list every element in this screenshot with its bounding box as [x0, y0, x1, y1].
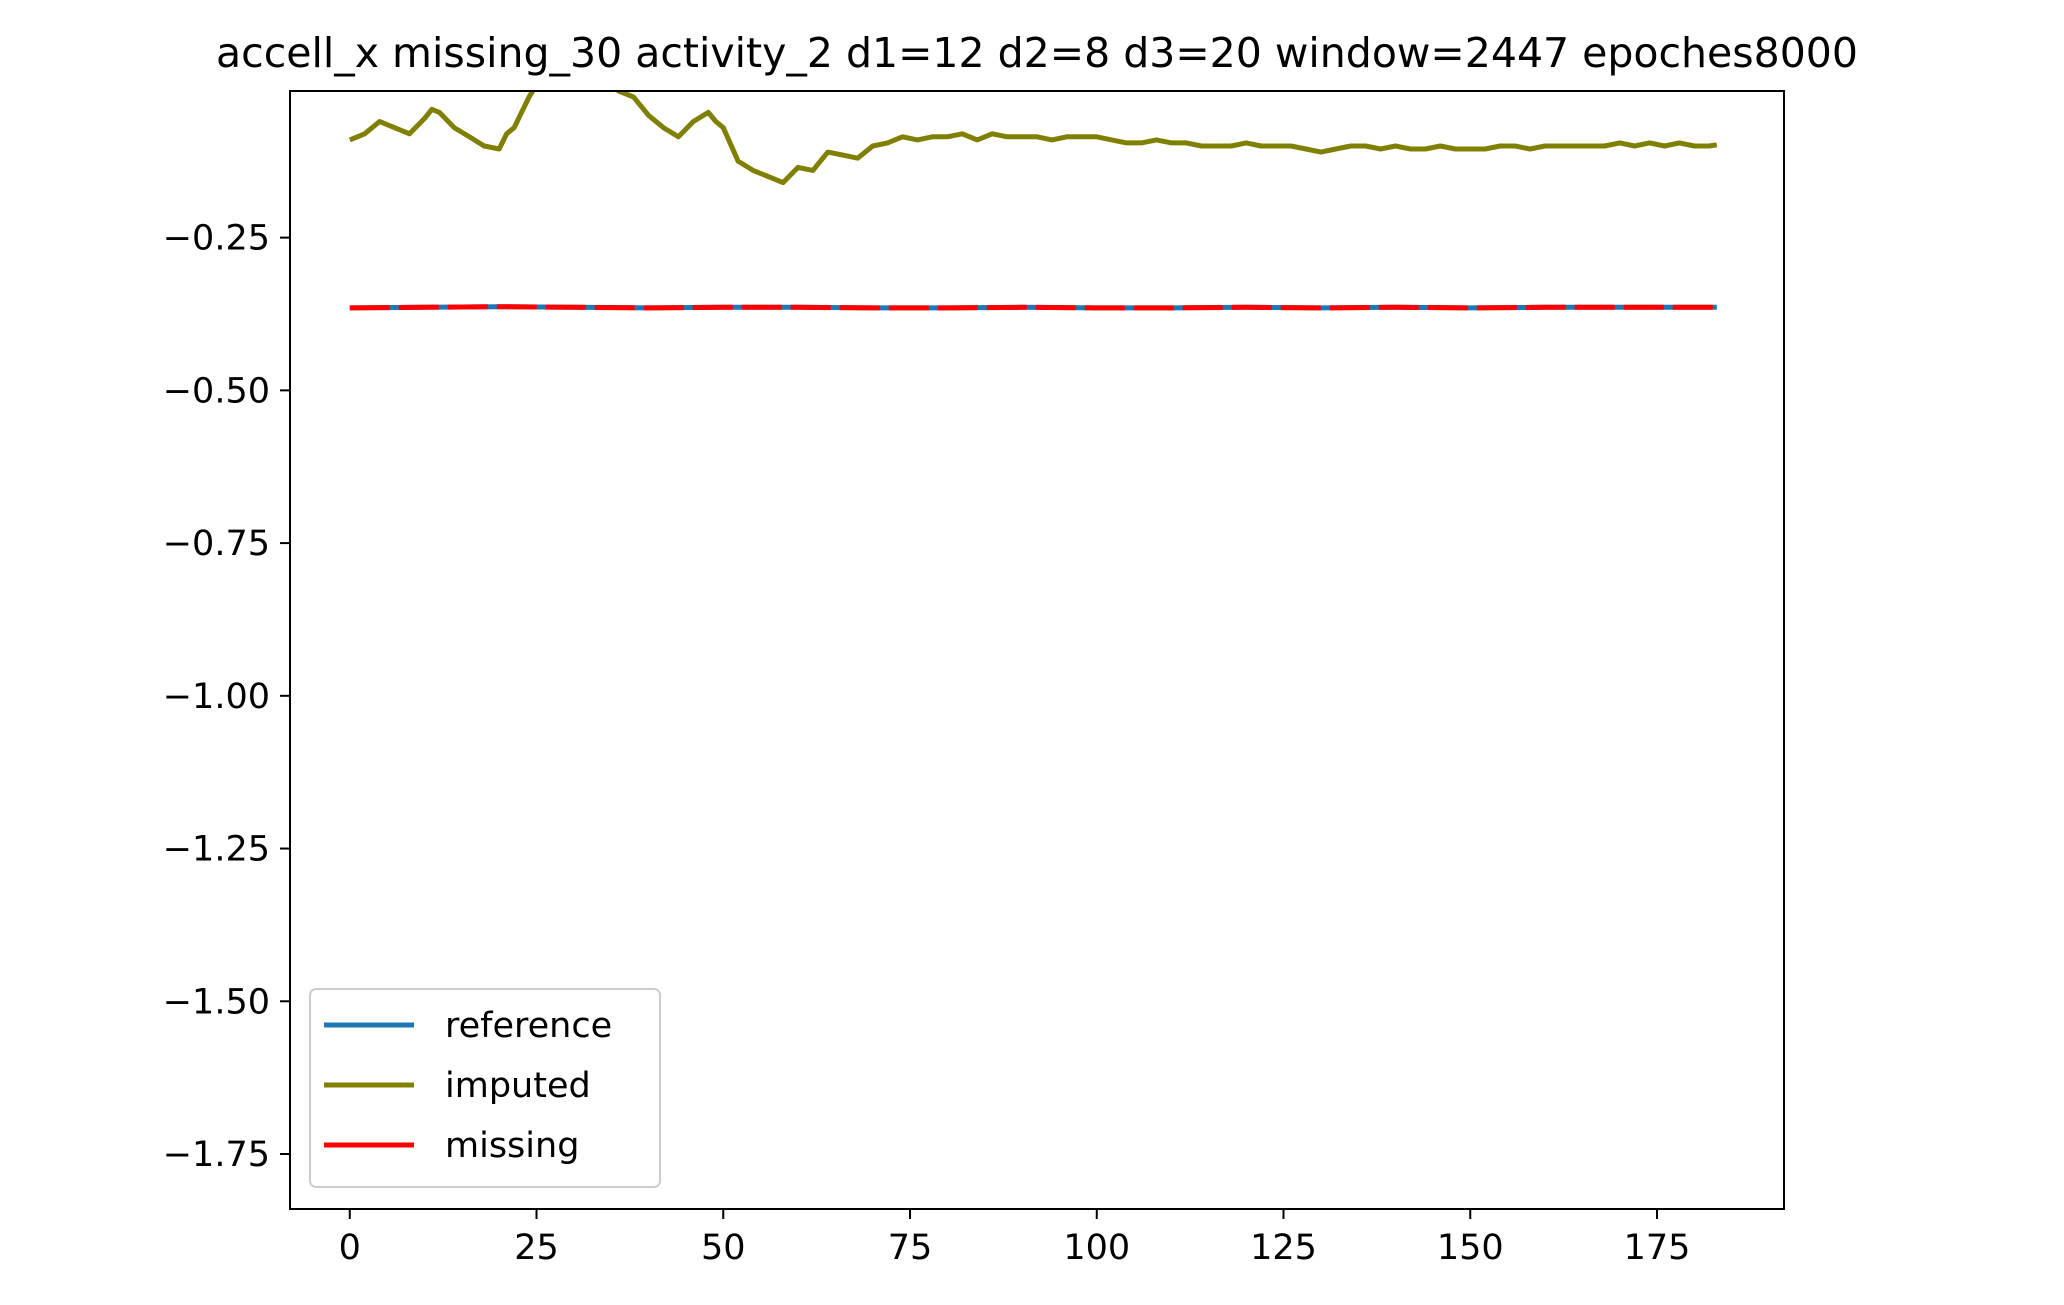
x-tick-label: 150: [1437, 1228, 1504, 1268]
legend-entry-missing: missing: [324, 1126, 579, 1166]
plot-area-frame: [289, 90, 1785, 1210]
x-tick-label: 175: [1624, 1228, 1691, 1268]
legend-entry-imputed: imputed: [324, 1066, 591, 1106]
legend-box: [309, 988, 661, 1188]
legend-entry-reference: reference: [324, 1006, 612, 1046]
x-axis: 0 25 50 75 100 125 150 175: [339, 1209, 1691, 1268]
y-tick-label: −1.00: [163, 677, 270, 717]
legend: reference imputed missing: [309, 988, 661, 1188]
y-tick-label: −1.50: [163, 982, 270, 1022]
x-tick-label: 75: [888, 1228, 933, 1268]
series-layer: [348, 91, 1718, 311]
legend-label-reference: reference: [445, 1006, 612, 1046]
x-tick-label: 50: [701, 1228, 746, 1268]
x-tick-label: 0: [339, 1228, 361, 1268]
x-tick-label: 100: [1063, 1228, 1130, 1268]
legend-label-missing: missing: [445, 1126, 579, 1166]
y-tick-label: −1.25: [163, 830, 270, 870]
series-line-imputed: [348, 91, 1718, 186]
y-tick-label: −0.50: [163, 371, 270, 411]
series-line-missing: [349, 304, 1717, 311]
y-axis: −0.25 −0.50 −0.75 −1.00 −1.25 −1.50 −1.75: [163, 219, 290, 1175]
y-tick-label: −0.25: [163, 219, 270, 259]
legend-label-imputed: imputed: [445, 1066, 591, 1106]
y-tick-label: −1.75: [163, 1135, 270, 1175]
x-tick-label: 25: [514, 1228, 559, 1268]
chart-title: accell_x missing_30 activity_2 d1=12 d2=…: [216, 29, 1858, 77]
x-tick-label: 125: [1250, 1228, 1317, 1268]
y-tick-label: −0.75: [163, 524, 270, 564]
